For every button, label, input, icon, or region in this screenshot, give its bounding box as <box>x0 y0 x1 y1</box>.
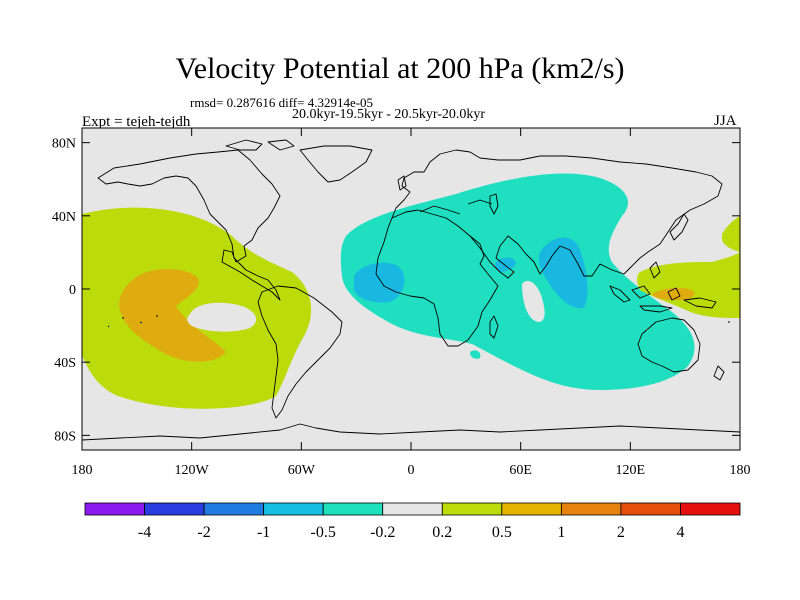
colorbar-level-label: -0.5 <box>311 524 336 541</box>
coast-madagascar <box>489 315 499 339</box>
colorbar-swatch <box>620 502 681 516</box>
map-axes: 80N 40N 0 40S 80S 180 120W 60W 0 60E 120E 180 <box>52 128 751 478</box>
coast-australia <box>637 317 701 373</box>
africa-negative-core <box>354 262 405 303</box>
colorbar-swatch <box>203 502 265 516</box>
colorbar-level-label: 0.5 <box>492 524 512 541</box>
lon-label: 180 <box>72 463 93 478</box>
coast-japan <box>669 213 689 241</box>
map-title: Velocity Potential at 200 hPa (km2/s) <box>175 52 625 85</box>
colorbar-swatch <box>144 502 205 516</box>
lon-label: 120W <box>175 463 210 478</box>
lat-label: 40S <box>54 356 76 371</box>
dateline-positive-strip <box>722 216 740 252</box>
colorbar-swatch <box>382 502 443 516</box>
colorbar-swatch <box>322 502 384 516</box>
colorbar: -4 -2 -1 -0.5 -0.2 0.2 0.5 1 2 4 <box>84 502 741 541</box>
colorbar-level-label: 4 <box>676 524 684 541</box>
coast-caspian <box>489 193 499 215</box>
west-pacific-positive-core <box>652 287 695 300</box>
colorbar-level-label: -2 <box>197 524 210 541</box>
pacific-positive-core <box>119 269 226 362</box>
colorbar-swatch <box>560 502 622 516</box>
madagascar-negative-tongue <box>470 350 481 359</box>
colorbar-swatch <box>501 502 562 516</box>
colorbar-swatch <box>263 502 324 516</box>
lon-label: 120E <box>616 463 646 478</box>
colorbar-swatch <box>84 502 145 516</box>
coast-south-america <box>257 285 343 419</box>
colorbar-swatch <box>680 502 741 516</box>
colorbar-swatch <box>441 502 503 516</box>
lon-label: 180 <box>730 463 751 478</box>
coastlines <box>82 139 740 441</box>
coast-greenland <box>299 145 373 183</box>
lat-label: 40N <box>52 210 76 225</box>
indian-ocean-neutral-hole <box>522 280 545 322</box>
colorbar-level-label: -4 <box>138 524 151 541</box>
experiment-label: Expt = tejeh-tejdh <box>82 114 191 130</box>
coast-british-isles <box>397 175 407 191</box>
colorbar-level-label: 1 <box>557 524 565 541</box>
lat-label: 80N <box>52 137 76 152</box>
coast-new-zealand <box>713 365 725 381</box>
lat-label: 0 <box>69 283 76 298</box>
coast-africa <box>375 209 499 347</box>
coast-eurasia <box>391 149 723 279</box>
coast-maritime-continent <box>609 261 717 313</box>
lon-label: 60W <box>288 463 316 478</box>
lon-label: 0 <box>408 463 415 478</box>
period-label: 20.0kyr-19.5kyr - 20.5kyr-20.0kyr <box>292 107 486 122</box>
colorbar-level-label: -1 <box>257 524 270 541</box>
pacific-neutral-hole <box>187 302 257 332</box>
coast-mediterranean <box>419 199 493 215</box>
colorbar-level-label: -0.2 <box>370 524 395 541</box>
coast-arctic-islands <box>225 139 295 151</box>
coast-pacific-islands <box>107 315 730 328</box>
colorbar-level-label: 0.2 <box>432 524 452 541</box>
coast-north-america <box>97 149 281 301</box>
colorbar-level-label: 2 <box>617 524 625 541</box>
coast-antarctica <box>82 423 740 441</box>
lon-label: 60E <box>509 463 532 478</box>
rmsd-diff-stats: rmsd= 0.287616 diff= 4.32914e-05 <box>190 95 374 110</box>
lat-label: 80S <box>54 429 76 444</box>
season-label: JJA <box>714 113 737 129</box>
afro-asian-negative-region <box>340 173 695 390</box>
india-negative-core <box>538 237 588 309</box>
